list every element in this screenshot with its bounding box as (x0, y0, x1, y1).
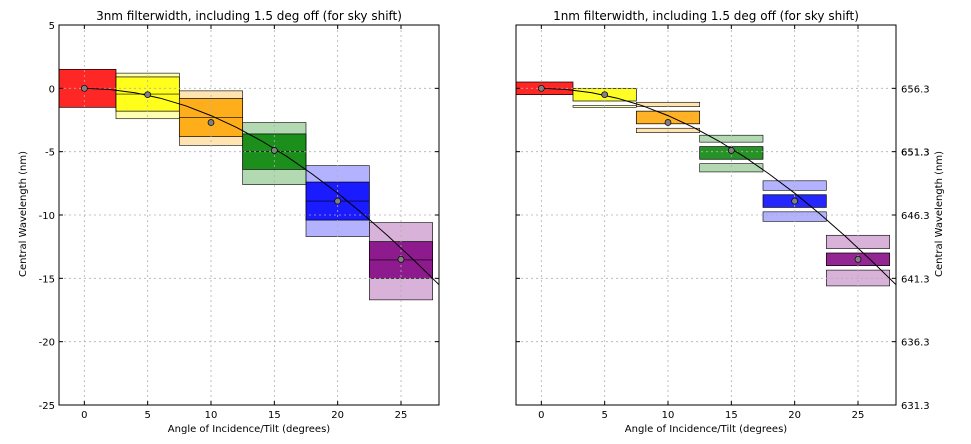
x-tick-label: 20 (788, 410, 801, 421)
y-tick-label: -25 (39, 401, 55, 412)
y-tick-label: -10 (39, 211, 55, 222)
chart-title: 3nm filterwidth, including 1.5 deg off (… (96, 9, 402, 23)
y-tick-label: -5 (45, 148, 55, 159)
y-tick-label-right: 651.3 (901, 148, 930, 159)
y-axis-label: Central Wavelength (nm) (934, 151, 945, 277)
y-tick-label: -20 (39, 338, 55, 349)
y-tick-label-right: 656.3 (901, 84, 930, 95)
x-tick-label: 0 (538, 410, 544, 421)
x-tick-label: 10 (205, 410, 218, 421)
data-point (601, 91, 609, 99)
y-tick-label-right: 641.3 (901, 274, 930, 285)
y-tick-label-right: 646.3 (901, 211, 930, 222)
data-point (397, 255, 405, 263)
x-tick-label: 5 (601, 410, 607, 421)
data-point (664, 119, 672, 126)
chart-title: 1nm filterwidth, including 1.5 deg off (… (553, 9, 859, 23)
data-point (207, 119, 215, 126)
plot-1nm: 1nm filterwidth, including 1.5 deg off (… (515, 9, 945, 435)
data-point (537, 84, 545, 92)
y-tick-label: 0 (49, 84, 55, 95)
data-point (270, 147, 278, 154)
data-point (854, 255, 862, 263)
x-tick-label: 25 (395, 410, 408, 421)
data-point (334, 197, 342, 205)
x-axis-label: Angle of Incidence/Tilt (degrees) (625, 424, 787, 435)
data-point (791, 197, 799, 205)
data-point (727, 147, 735, 154)
x-axis-label: Angle of Incidence/Tilt (degrees) (168, 424, 330, 435)
tilt-curve (541, 87, 896, 286)
y-tick-label-right: 636.3 (901, 338, 930, 349)
data-point (80, 84, 88, 92)
y-tick-label: -15 (39, 274, 55, 285)
x-tick-label: 20 (331, 410, 344, 421)
data-point (144, 91, 152, 99)
tilt-curve (84, 87, 439, 286)
plot-3nm: 3nm filterwidth, including 1.5 deg off (… (18, 9, 440, 435)
y-axis-label: Central Wavelength (nm) (18, 151, 29, 277)
y-tick-label: 5 (49, 21, 55, 32)
x-tick-label: 5 (144, 410, 150, 421)
y-tick-label-right: 651.3 (901, 148, 930, 159)
y-tick-label-right: 631.3 (901, 401, 930, 412)
x-tick-label: 10 (662, 410, 675, 421)
x-tick-label: 15 (268, 410, 281, 421)
x-tick-label: 0 (81, 410, 87, 421)
x-tick-label: 25 (852, 410, 865, 421)
x-tick-label: 15 (725, 410, 738, 421)
